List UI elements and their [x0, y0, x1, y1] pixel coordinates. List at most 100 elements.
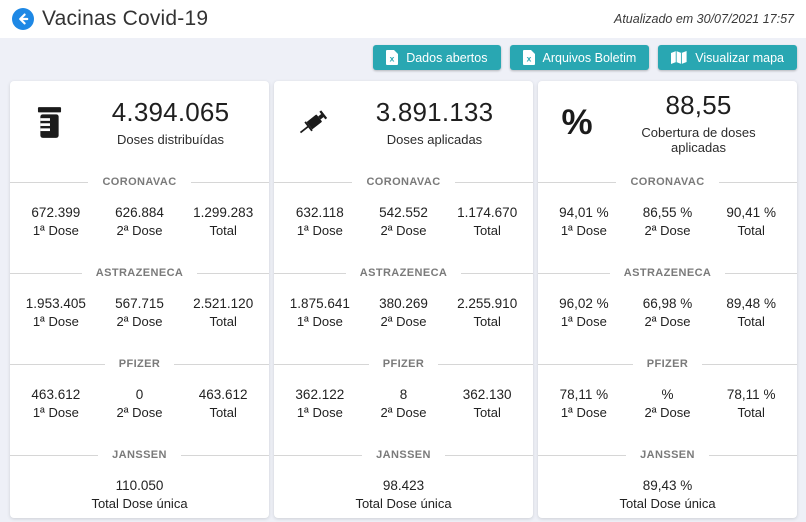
card-total-value: 4.394.065 — [111, 97, 230, 127]
section-title: ASTRAZENECA — [623, 267, 712, 279]
section-divider: ASTRAZENECA — [274, 266, 533, 280]
divider-line — [538, 272, 610, 274]
section-title: JANSSEN — [376, 449, 431, 461]
stat-label: 1ª Dose — [32, 405, 79, 420]
stat-cell: 94,01 % 1ª Dose — [542, 205, 626, 238]
vaccine-section-coronavac: CORONAVAC 672.399 1ª Dose 626.884 2ª Dose 1.2… — [10, 175, 269, 238]
stat-label: 2ª Dose — [116, 405, 163, 420]
card-total-block: 4.394.065 Doses distribuídas — [88, 97, 269, 147]
vaccine-section-pfizer: PFIZER 463.612 1ª Dose 0 2ª Dose 463.612 Total — [10, 357, 269, 420]
stat-cell: 1.174.670 Total — [445, 205, 529, 238]
back-button[interactable] — [12, 8, 34, 30]
stat-label: 2ª Dose — [116, 314, 163, 329]
card-total-label: Doses aplicadas — [386, 132, 483, 147]
stat-value: 2.255.910 — [457, 296, 518, 311]
divider-line — [725, 272, 797, 274]
stat-label: Total — [473, 223, 501, 238]
percent-icon: % — [561, 102, 593, 142]
stat-cell: 89,48 % Total — [709, 296, 793, 329]
stat-value: 90,41 % — [726, 205, 776, 220]
updated-timestamp: Atualizado em 30/07/2021 17:57 — [614, 12, 794, 26]
vaccine-section-astrazeneca: ASTRAZENECA 96,02 % 1ª Dose 66,98 % 2ª Dose 8… — [538, 266, 797, 329]
section-divider: PFIZER — [10, 357, 269, 371]
stat-label: 1ª Dose — [560, 405, 607, 420]
section-values-row: 89,43 % Total Dose única — [538, 478, 797, 511]
card-header: 4.394.065 Doses distribuídas — [10, 81, 269, 147]
section-values-row: 672.399 1ª Dose 626.884 2ª Dose 1.299.283 Tot… — [10, 205, 269, 238]
stat-value: 1.174.670 — [457, 205, 518, 220]
button-label: Visualizar mapa — [695, 50, 784, 65]
stat-label: 2ª Dose — [380, 405, 427, 420]
vaccine-section-pfizer: PFIZER 78,11 % 1ª Dose % 2ª Dose 78,11 % Total — [538, 357, 797, 420]
section-values-row: 1.875.641 1ª Dose 380.269 2ª Dose 2.255.910 T… — [274, 296, 533, 329]
stat-cell: 78,11 % Total — [709, 387, 793, 420]
stat-cell: 98.423 Total Dose única — [278, 478, 529, 511]
stat-cell: 110.050 Total Dose única — [14, 478, 265, 511]
stat-value: % — [661, 387, 674, 402]
stat-value: 626.884 — [115, 205, 164, 220]
map-icon — [671, 51, 687, 64]
divider-line — [538, 454, 627, 456]
stat-value: 86,55 % — [642, 205, 693, 220]
section-values-row: 632.118 1ª Dose 542.552 2ª Dose 1.174.670 Tot… — [274, 205, 533, 238]
divider-line — [454, 181, 533, 183]
divider-line — [10, 363, 105, 365]
section-title: JANSSEN — [112, 449, 167, 461]
stat-cell: 96,02 % 1ª Dose — [542, 296, 626, 329]
card-cobertura-doses: % 88,55 Cobertura de doses aplicadas CORONA… — [538, 81, 797, 518]
divider-line — [10, 272, 82, 274]
stat-value: 78,11 % — [726, 387, 776, 402]
button-label: Dados abertos — [406, 50, 488, 65]
stat-value: 89,48 % — [726, 296, 776, 311]
svg-text:x: x — [526, 54, 531, 64]
stat-value: 362.122 — [295, 387, 345, 402]
stat-cell: 90,41 % Total — [709, 205, 793, 238]
syringe-icon — [274, 107, 352, 138]
stat-cell: 2.255.910 Total — [445, 296, 529, 329]
stat-cell: % 2ª Dose — [626, 387, 710, 420]
vaccine-section-janssen: JANSSEN 89,43 % Total Dose única — [538, 448, 797, 511]
stat-value: 672.399 — [31, 205, 81, 220]
stat-cell: 542.552 2ª Dose — [362, 205, 446, 238]
stat-cell: 2.521.120 Total — [181, 296, 265, 329]
stat-cell: 0 2ª Dose — [98, 387, 182, 420]
vial-icon — [10, 106, 88, 138]
stat-cell: 89,43 % Total Dose única — [542, 478, 793, 511]
stat-value: 78,11 % — [559, 387, 609, 402]
section-values-row: 110.050 Total Dose única — [10, 478, 269, 511]
stat-label: Total — [209, 314, 237, 329]
arquivos-boletim-button[interactable]: x Arquivos Boletim — [509, 45, 650, 70]
title-wrap: Vacinas Covid-19 — [12, 7, 208, 31]
section-values-row: 94,01 % 1ª Dose 86,55 % 2ª Dose 90,41 % Total — [538, 205, 797, 238]
section-values-row: 362.122 1ª Dose 8 2ª Dose 362.130 Total — [274, 387, 533, 420]
stat-value: 380.269 — [379, 296, 428, 311]
stat-label: Total — [209, 223, 237, 238]
stat-label: Total Dose única — [619, 496, 716, 511]
stat-value: 8 — [399, 387, 408, 402]
divider-line — [718, 181, 797, 183]
divider-line — [444, 454, 533, 456]
stat-label: 2ª Dose — [116, 223, 163, 238]
stat-value: 0 — [135, 387, 144, 402]
stat-cell: 86,55 % 2ª Dose — [626, 205, 710, 238]
stat-value: 632.118 — [295, 205, 344, 220]
stat-cell: 1.875.641 1ª Dose — [278, 296, 362, 329]
stat-cell: 567.715 2ª Dose — [98, 296, 182, 329]
divider-line — [538, 363, 633, 365]
stat-value: 2.521.120 — [193, 296, 254, 311]
stat-label: Total — [737, 405, 765, 420]
stat-cell: 66,98 % 2ª Dose — [626, 296, 710, 329]
stat-value: 1.299.283 — [193, 205, 254, 220]
dados-abertos-button[interactable]: x Dados abertos — [373, 45, 501, 70]
stat-value: 1.875.641 — [289, 296, 350, 311]
section-title: PFIZER — [646, 358, 689, 370]
stat-label: 2ª Dose — [644, 223, 691, 238]
section-divider: PFIZER — [538, 357, 797, 371]
divider-line — [274, 363, 369, 365]
stat-label: Total — [209, 405, 237, 420]
card-total-value: 3.891.133 — [375, 97, 494, 127]
section-divider: CORONAVAC — [538, 175, 797, 189]
section-title: ASTRAZENECA — [359, 267, 448, 279]
visualizar-mapa-button[interactable]: Visualizar mapa — [658, 45, 797, 70]
stat-label: 1ª Dose — [296, 314, 343, 329]
